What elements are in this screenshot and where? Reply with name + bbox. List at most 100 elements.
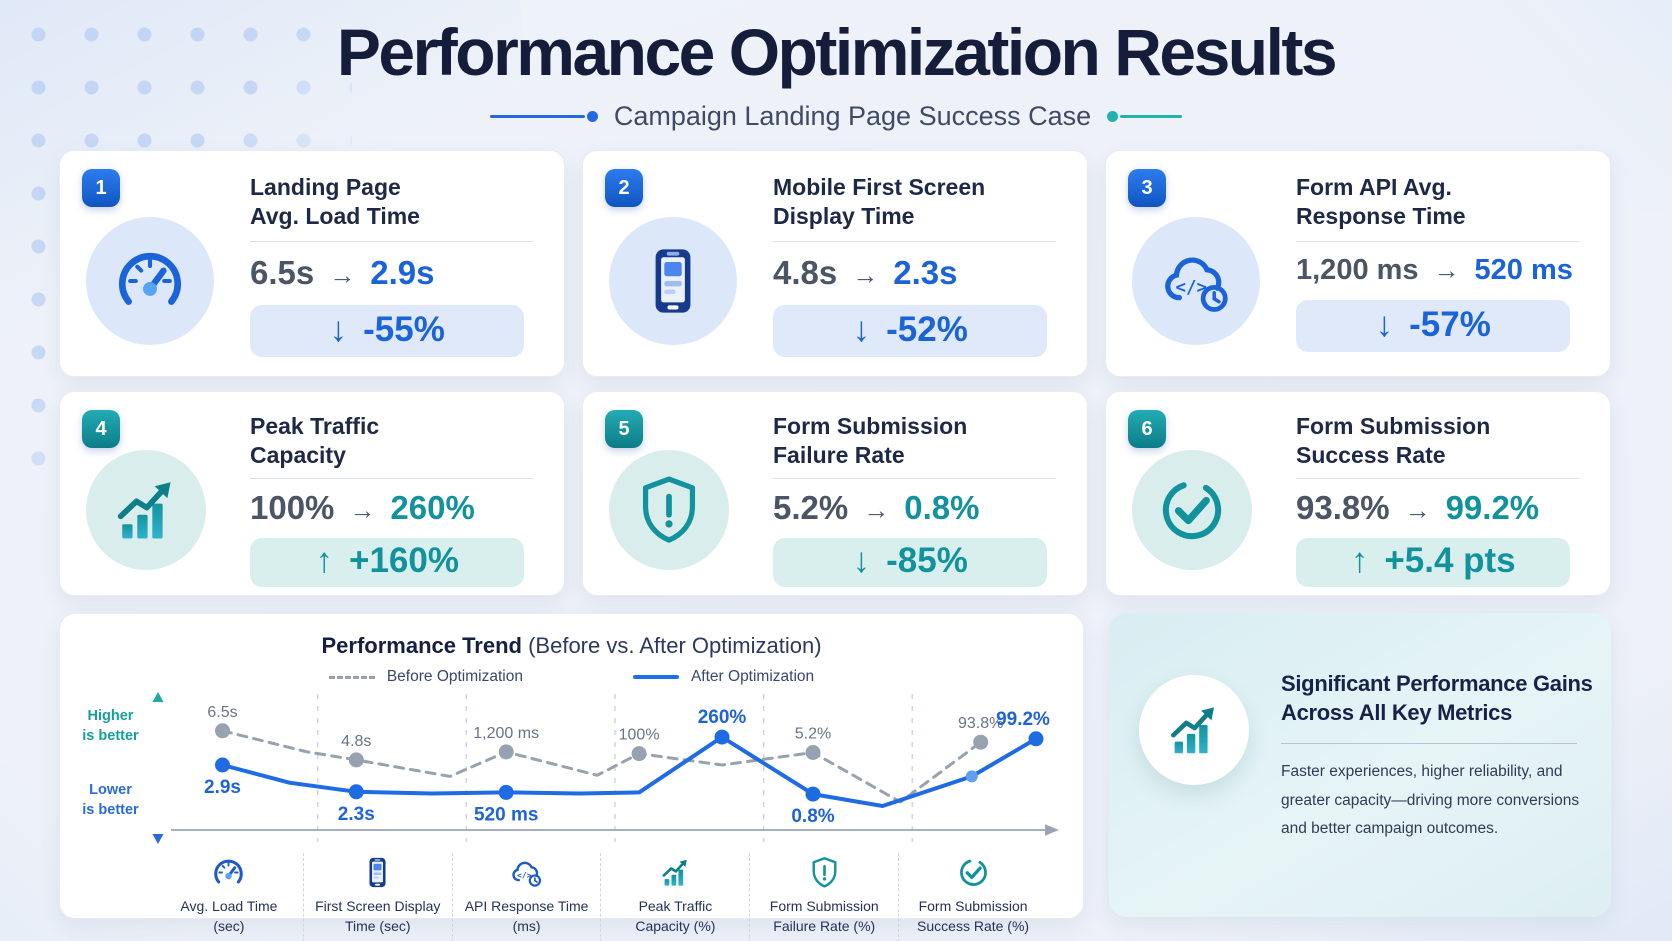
growth-bars-icon (86, 450, 206, 570)
arrow-right-icon: → (1433, 255, 1460, 286)
arrow-down-icon: ↓ (852, 541, 871, 581)
svg-text:0.8%: 0.8% (791, 806, 834, 827)
metric-card-load-time: 1 Landing Page Avg. Load Time 6.5s → 2.9s… (59, 150, 565, 377)
arrow-up-icon: ↑ (1350, 541, 1369, 581)
cloud-api-clock-icon (509, 855, 544, 890)
metric-card-first-screen: 2 Mobile First Screen Display Time 4.8s →… (582, 150, 1088, 377)
lower-is-better-label: Lower is better (82, 782, 139, 819)
divider (773, 241, 1057, 243)
x-category-label: Form Submission Failure Rate (%) (769, 898, 879, 934)
arrow-down-icon: ↓ (329, 310, 348, 350)
divider (250, 478, 534, 480)
change-badge: ↓ -55% (250, 305, 525, 358)
chart-legend: Before Optimization After Optimization (60, 668, 1083, 686)
check-circle-icon (956, 855, 991, 890)
value-row: 4.8s → 2.3s (773, 254, 1065, 292)
dashed-line-swatch (328, 675, 375, 679)
y-axis-annotations: Higher is better Lower is better (74, 690, 147, 846)
mobile-phone-icon (360, 855, 395, 890)
arrow-right-icon: → (329, 260, 356, 291)
change-badge: ↑ +160% (250, 538, 525, 588)
value-row: 1,200 ms → 520 ms (1296, 254, 1588, 287)
header: Performance Optimization Results Campaig… (0, 15, 1672, 132)
value-row: 93.8% → 99.2% (1296, 489, 1588, 527)
after-value: 260% (390, 489, 475, 527)
arrow-right-icon: → (1404, 495, 1431, 526)
subtitle-row: Campaign Landing Page Success Case (0, 101, 1672, 132)
before-value: 5.2% (773, 489, 849, 527)
arrow-down-icon: ↓ (852, 310, 871, 350)
x-category-traffic-capacity: Peak Traffic Capacity (%) (600, 853, 749, 941)
card-title: Form Submission Success Rate (1296, 413, 1491, 468)
x-category-load-time: Avg. Load Time (sec) (155, 853, 303, 941)
value-row: 100% → 260% (250, 489, 542, 527)
x-category-label: API Response Time (ms) (464, 898, 589, 934)
before-value: 100% (250, 489, 335, 527)
after-value: 2.9s (370, 254, 435, 292)
page-title: Performance Optimization Results (336, 15, 1338, 89)
svg-text:520 ms: 520 ms (474, 804, 538, 825)
chart-title: Performance Trend (Before vs. After Opti… (321, 633, 822, 658)
x-axis-categories: Avg. Load Time (sec) First Screen Display… (155, 853, 1047, 941)
svg-text:5.2%: 5.2% (795, 726, 831, 743)
divider (773, 478, 1057, 480)
check-circle-icon (1132, 450, 1252, 570)
svg-text:6.5s: 6.5s (207, 704, 237, 721)
before-value: 4.8s (773, 254, 838, 292)
card-title: Landing Page Avg. Load Time (250, 174, 420, 229)
speedometer-icon (211, 855, 246, 890)
mobile-phone-icon (609, 217, 737, 345)
performance-trend-chart-panel: Performance Trend (Before vs. After Opti… (59, 613, 1084, 941)
x-category-label: First Screen Display Time (sec) (315, 898, 441, 934)
growth-bars-icon (1139, 675, 1249, 785)
svg-text:4.8s: 4.8s (341, 733, 371, 750)
change-badge: ↓ -85% (773, 538, 1048, 588)
svg-text:99.2%: 99.2% (996, 709, 1050, 730)
change-value: -85% (886, 541, 968, 581)
value-row: 6.5s → 2.9s (250, 254, 542, 292)
solid-line-swatch (632, 675, 679, 679)
summary-text: Significant Performance Gains Across All … (1281, 669, 1599, 844)
after-value: 99.2% (1445, 489, 1540, 527)
shield-alert-icon (807, 855, 842, 890)
card-number-badge: 1 (82, 169, 120, 207)
before-value: 93.8% (1296, 489, 1390, 527)
change-value: -55% (363, 310, 445, 350)
x-category-label: Peak Traffic Capacity (%) (635, 898, 716, 934)
x-category-failure-rate: Form Submission Failure Rate (%) (749, 853, 898, 941)
speedometer-icon (86, 217, 214, 345)
metric-cards-grid: 1 Landing Page Avg. Load Time 6.5s → 2.9s… (59, 150, 1611, 596)
trend-line-plot: 6.5s 4.8s 1,200 ms 100% 5.2% 93.8% 2.9s 2.3s 520… (171, 694, 1059, 842)
value-row: 5.2% → 0.8% (773, 489, 1065, 527)
metric-card-success-rate: 6 Form Submission Success Rate 93.8% → 99… (1105, 391, 1611, 596)
x-category-label: Avg. Load Time (sec) (180, 898, 278, 934)
shield-alert-icon (609, 450, 729, 570)
divider (250, 241, 534, 243)
svg-text:1,200 ms: 1,200 ms (473, 725, 539, 742)
summary-body: Faster experiences, higher reliability, … (1281, 763, 1580, 838)
cloud-api-clock-icon (1132, 217, 1260, 345)
arrow-down-icon: ↓ (1375, 305, 1394, 345)
page-subtitle: Campaign Landing Page Success Case (613, 101, 1092, 132)
subtitle-right-ornament (1107, 111, 1183, 123)
divider (1281, 743, 1577, 745)
change-value: -52% (886, 310, 968, 350)
after-value: 2.3s (893, 254, 958, 292)
x-category-label: Form Submission Success Rate (%) (917, 898, 1030, 934)
change-value: +5.4 pts (1384, 541, 1516, 581)
svg-text:260%: 260% (698, 707, 747, 728)
higher-is-better-label: Higher is better (82, 708, 139, 745)
card-title: Mobile First Screen Display Time (773, 174, 986, 229)
svg-text:2.9s: 2.9s (204, 777, 241, 798)
summary-panel: Significant Performance Gains Across All … (1109, 613, 1611, 917)
svg-text:100%: 100% (619, 727, 660, 744)
card-title: Form Submission Failure Rate (773, 413, 968, 468)
arrow-right-icon: → (852, 260, 879, 291)
summary-title: Significant Performance Gains Across All … (1281, 671, 1593, 726)
metric-card-api-response: 3 Form API Avg. Response Time 1,200 ms → … (1105, 150, 1611, 377)
change-badge: ↓ -52% (773, 305, 1048, 358)
card-number-badge: 2 (605, 169, 643, 207)
card-title: Peak Traffic Capacity (250, 413, 380, 468)
x-category-success-rate: Form Submission Success Rate (%) (898, 853, 1047, 941)
